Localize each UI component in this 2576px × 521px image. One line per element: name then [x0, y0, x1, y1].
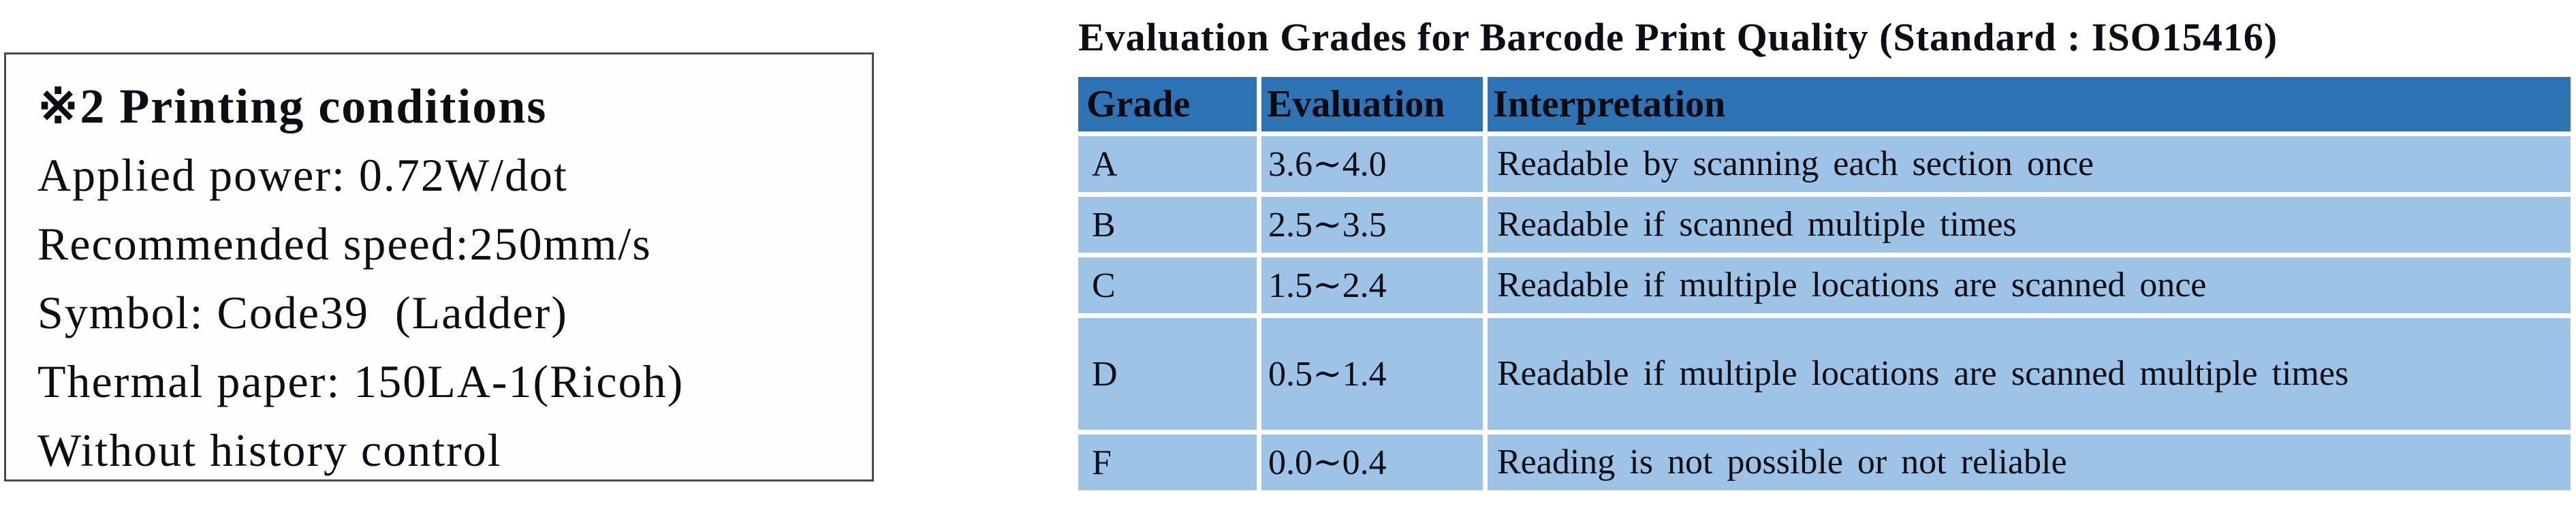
- grade-table: Grade Evaluation Interpretation A 3.6∼4.0…: [1073, 72, 2575, 495]
- grade-table-title: Evaluation Grades for Barcode Print Qual…: [1078, 15, 2278, 59]
- interpretation-cell: Reading is not possible or not reliable: [1488, 435, 2571, 490]
- printing-condition-thermal-paper: Thermal paper: 150LA-1(Ricoh): [37, 356, 685, 407]
- barcode-grade-section: Evaluation Grades for Barcode Print Qual…: [1078, 16, 2576, 495]
- column-header-evaluation: Evaluation: [1261, 77, 1483, 131]
- interpretation-text: Readable if multiple locations are scann…: [1497, 354, 2349, 393]
- printing-conditions-title: ※2 Printing conditions: [37, 79, 548, 133]
- table-row: C 1.5∼2.4 Readable if multiple locations a…: [1078, 257, 2571, 313]
- grade-cell: B: [1078, 197, 1257, 253]
- evaluation-cell: 3.6∼4.0: [1261, 136, 1483, 192]
- grade-cell: D: [1078, 318, 1257, 430]
- column-header-grade: Grade: [1078, 77, 1257, 131]
- interpretation-text: Reading is not possible or not reliable: [1497, 443, 2067, 481]
- evaluation-cell: 2.5∼3.5: [1261, 197, 1483, 253]
- interpretation-text: Readable if scanned multiple times: [1497, 205, 2017, 244]
- grade-cell: A: [1078, 136, 1257, 192]
- table-row: F 0.0∼0.4 Reading is not possible or not r…: [1078, 435, 2571, 490]
- printing-condition-symbol: Symbol: Code39 (Ladder): [37, 287, 568, 338]
- interpretation-cell: Readable by scanning each section once: [1488, 136, 2571, 192]
- interpretation-cell: Readable if scanned multiple times: [1488, 197, 2571, 253]
- printing-condition-applied-power: Applied power: 0.72W/dot: [37, 149, 568, 201]
- grade-cell: F: [1078, 435, 1257, 490]
- interpretation-cell: Readable if multiple locations are scann…: [1488, 318, 2571, 430]
- evaluation-cell: 0.0∼0.4: [1261, 435, 1483, 490]
- interpretation-cell: Readable if multiple locations are scann…: [1488, 257, 2571, 313]
- printing-condition-history-control: Without history control: [37, 424, 502, 476]
- printing-condition-recommended-speed: Recommended speed:250mm/s: [37, 218, 652, 270]
- interpretation-text: Readable if multiple locations are scann…: [1497, 266, 2207, 304]
- table-row: B 2.5∼3.5 Readable if scanned multiple tim…: [1078, 197, 2571, 253]
- grade-table-body: A 3.6∼4.0 Readable by scanning each sectio…: [1078, 136, 2571, 490]
- evaluation-cell: 0.5∼1.4: [1261, 318, 1483, 430]
- table-row: A 3.6∼4.0 Readable by scanning each sectio…: [1078, 136, 2571, 192]
- printing-conditions-box: ※2 Printing conditions Applied power: 0.…: [4, 52, 874, 481]
- table-header-row: Grade Evaluation Interpretation: [1078, 77, 2571, 131]
- evaluation-cell: 1.5∼2.4: [1261, 257, 1483, 313]
- column-header-interpretation: Interpretation: [1488, 77, 2571, 131]
- interpretation-text: Readable by scanning each section once: [1497, 144, 2094, 183]
- table-row: D 0.5∼1.4 Readable if multiple locations a…: [1078, 318, 2571, 430]
- grade-cell: C: [1078, 257, 1257, 313]
